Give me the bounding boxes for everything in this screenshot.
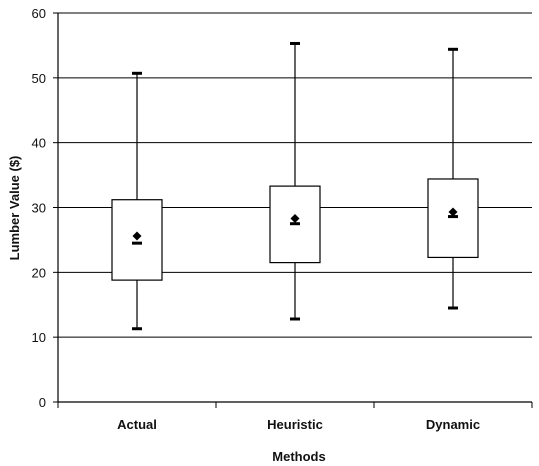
y-axis-ticks: 0 10 20 30 40 50 60 [32,6,58,410]
y-tick-label: 20 [32,265,46,280]
mean-marker [290,214,300,224]
box-dynamic [427,47,479,310]
x-tick-label: Heuristic [267,417,323,432]
box-series [111,41,479,331]
mean-marker [448,207,458,217]
y-tick-label: 60 [32,6,46,21]
iqr-box [269,185,321,264]
x-tick-label: Actual [117,417,157,432]
x-tick-label: Dynamic [426,417,480,432]
mean-marker [132,231,142,241]
y-tick-label: 40 [32,136,46,151]
box-actual [111,71,163,331]
x-axis-title: Methods [272,449,325,464]
iqr-box [427,178,479,259]
y-tick-label: 0 [39,395,46,410]
y-tick-label: 50 [32,71,46,86]
y-tick-label: 30 [32,201,46,216]
x-axis-ticks: Actual Heuristic Dynamic [57,402,533,432]
y-axis-title: Lumber Value ($) [7,156,22,261]
y-tick-label: 10 [32,330,46,345]
box-heuristic [269,41,321,321]
